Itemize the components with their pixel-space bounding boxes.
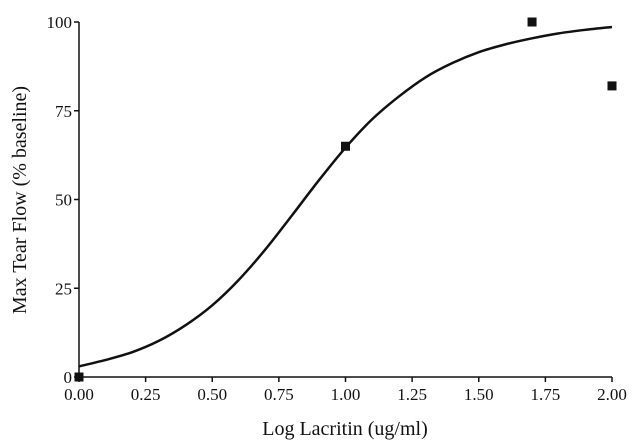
fit-curve [78, 25, 613, 368]
x-tick-label: 0.00 [64, 385, 94, 404]
x-tick-label: 0.75 [264, 385, 294, 404]
x-tick-label: 0.50 [197, 385, 227, 404]
x-tick-label: 1.50 [464, 385, 494, 404]
x-tick-label: 2.00 [597, 385, 627, 404]
data-point [74, 372, 84, 382]
y-axis-title: Max Tear Flow (% baseline) [9, 86, 31, 314]
x-tick-label: 1.00 [331, 385, 361, 404]
x-ticks: 0.00 0.25 0.50 0.75 1.00 1.25 1.50 1.75 2.00 [64, 377, 627, 404]
y-tick-label: 50 [55, 191, 72, 210]
x-tick-label: 1.75 [531, 385, 561, 404]
data-point [607, 81, 617, 91]
x-axis-title: Log Lacritin (ug/ml) [262, 418, 428, 440]
y-ticks: 0 25 50 75 100 [47, 13, 79, 387]
x-tick-label: 1.25 [397, 385, 427, 404]
data-point [527, 17, 537, 27]
axes [78, 22, 612, 378]
x-tick-label: 0.25 [131, 385, 161, 404]
series-layer [74, 17, 617, 382]
y-tick-label: 100 [47, 13, 73, 32]
y-tick-label: 25 [55, 279, 72, 298]
y-tick-label: 0 [64, 368, 73, 387]
y-tick-label: 75 [55, 102, 72, 121]
